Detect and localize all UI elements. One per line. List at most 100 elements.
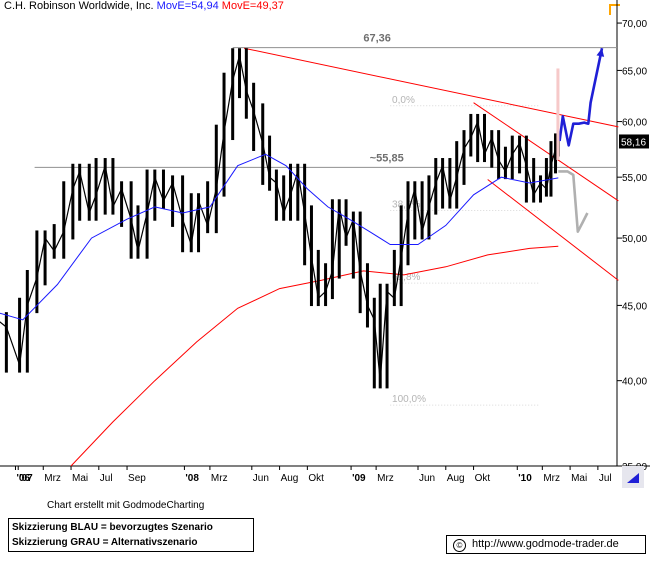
x-tick-label: Mrz xyxy=(543,473,560,484)
price-bar xyxy=(52,224,56,259)
price-bar xyxy=(337,199,341,279)
price-bar xyxy=(482,113,486,163)
scenario-blue-arrowhead xyxy=(596,48,605,57)
price-bar xyxy=(120,181,124,227)
price-bar xyxy=(330,199,334,300)
corner-marker-icon xyxy=(609,4,620,15)
price-bar xyxy=(510,135,514,180)
price-bar xyxy=(35,230,39,314)
y-tick-label: 70,00 xyxy=(622,19,647,30)
scenario-grey-path xyxy=(558,170,589,233)
price-bar xyxy=(153,169,157,221)
price-bar xyxy=(161,169,165,209)
price-bar xyxy=(282,175,286,221)
price-bar xyxy=(413,181,417,240)
x-tick-label: Mai xyxy=(72,473,88,484)
price-bar xyxy=(268,135,272,191)
level-label: 67,36 xyxy=(363,33,391,45)
x-tick-label: '07 xyxy=(19,473,33,484)
price-bar xyxy=(365,263,369,328)
ma-slow-label: MovE=49,37 xyxy=(221,0,284,12)
price-bar xyxy=(238,48,242,99)
price-bar xyxy=(351,211,355,279)
copyright-icon: © xyxy=(453,539,466,552)
price-bar xyxy=(518,135,522,174)
price-bar xyxy=(103,158,107,215)
x-tick-label: '10 xyxy=(518,473,532,484)
x-tick-label: Aug xyxy=(281,473,299,484)
price-line xyxy=(0,55,559,381)
fib-label: 0,0% xyxy=(392,95,415,106)
price-bar xyxy=(111,158,115,215)
x-tick-label: Sep xyxy=(128,473,146,484)
price-bar xyxy=(448,158,452,209)
price-bar xyxy=(385,283,389,389)
x-tick-label: Jun xyxy=(419,473,435,484)
price-bar xyxy=(4,312,8,373)
x-tick-label: Jul xyxy=(100,473,113,484)
price-bar xyxy=(231,48,235,141)
price-bar xyxy=(476,113,480,163)
price-bar xyxy=(71,163,75,240)
price-bar xyxy=(497,130,501,180)
chart-title: C.H. Robinson Worldwide, Inc. xyxy=(4,0,154,12)
price-bar xyxy=(441,158,445,209)
x-tick-label: '09 xyxy=(352,473,366,484)
price-bar xyxy=(378,283,382,389)
price-bar xyxy=(544,158,548,197)
x-tick-label: '08 xyxy=(185,473,199,484)
price-bar xyxy=(392,249,396,307)
price-bar xyxy=(420,181,424,240)
price-bar xyxy=(316,249,320,307)
price-bar xyxy=(197,193,201,253)
x-tick-label: Mrz xyxy=(44,473,61,484)
x-tick-label: Mai xyxy=(571,473,587,484)
price-bar xyxy=(289,163,293,221)
y-tick-label: 60,00 xyxy=(622,118,647,129)
scroll-nav-button[interactable] xyxy=(622,466,644,488)
price-bar xyxy=(189,193,193,253)
chart-credit: Chart erstellt mit GodmodeCharting xyxy=(47,500,205,511)
y-tick-label: 45,00 xyxy=(622,301,647,312)
y-tick-label: 55,00 xyxy=(622,173,647,184)
price-bar xyxy=(94,158,98,221)
price-bar xyxy=(87,163,91,221)
price-bar xyxy=(171,175,175,227)
price-bar xyxy=(274,169,278,221)
price-bar xyxy=(62,181,66,259)
ma-slow-line xyxy=(70,245,559,467)
trendline-downtrend-upper xyxy=(243,47,619,128)
price-bar xyxy=(406,181,410,266)
level-label: ~55,85 xyxy=(370,152,404,164)
trendline-channel-upper xyxy=(473,102,619,202)
x-tick-label: '06 xyxy=(16,473,30,484)
fib-label: 100,0% xyxy=(392,394,426,405)
price-bar xyxy=(462,130,466,185)
ma-fast-label: MovE=54,94 xyxy=(156,0,219,12)
y-tick-label: 40,00 xyxy=(622,377,647,388)
price-bar xyxy=(25,269,29,373)
legend-blue-scenario: Skizzierung BLAU = bevorzugtes Szenario xyxy=(12,522,213,533)
price-bar xyxy=(554,133,558,174)
price-bar xyxy=(18,297,22,373)
arrow-icon xyxy=(627,473,639,483)
website-link[interactable]: © http://www.godmode-trader.de xyxy=(446,535,646,554)
scenario-legend: Skizzierung BLAU = bevorzugtes Szenario … xyxy=(8,518,254,552)
price-bar xyxy=(503,146,507,180)
price-bar xyxy=(434,158,438,215)
x-tick-label: Mrz xyxy=(377,473,394,484)
last-candle-shadow xyxy=(556,68,560,160)
price-bar xyxy=(43,230,47,286)
price-bar xyxy=(324,263,328,307)
price-bar xyxy=(252,82,256,151)
x-tick-label: Mrz xyxy=(211,473,228,484)
price-bar xyxy=(244,48,248,119)
price-bar xyxy=(532,158,536,203)
fib-label: 38,2% xyxy=(392,200,420,211)
price-bar xyxy=(296,163,300,221)
price-bar xyxy=(372,297,376,389)
last-price-label: 58,16 xyxy=(621,137,646,148)
y-tick-label: 65,00 xyxy=(622,66,647,77)
price-bar xyxy=(490,130,494,168)
chart-header: C.H. Robinson Worldwide, Inc. MovE=54,94… xyxy=(4,0,284,12)
